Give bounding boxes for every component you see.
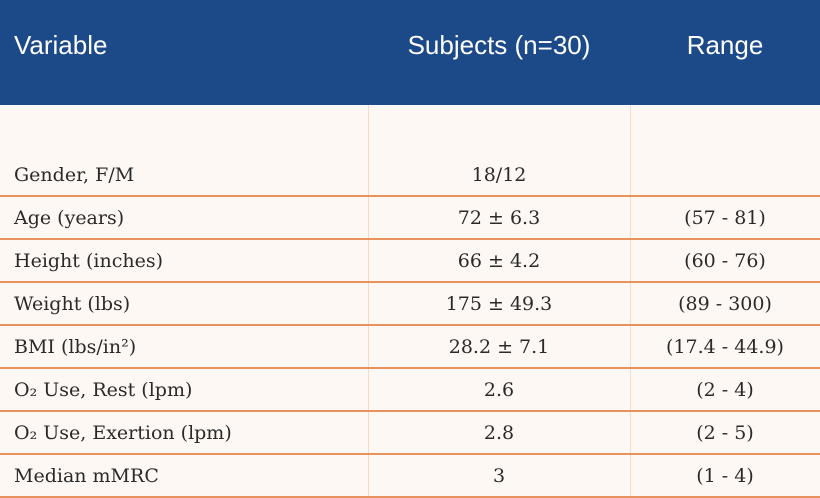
- table-header: Variable Subjects (n=30) Range: [0, 0, 820, 105]
- table-cell: (17.4 - 44.9): [666, 335, 784, 358]
- table-row: O₂ Use, Rest (lpm) 2.6 (2 - 4): [0, 369, 820, 412]
- table-cell: Median mMRC: [14, 464, 159, 487]
- table-row: Age (years) 72 ± 6.3 (57 - 81): [0, 197, 820, 240]
- table-row: Gender, F/M 18/12: [0, 155, 820, 197]
- table-cell: 3: [492, 464, 506, 487]
- table-cell: O₂ Use, Rest (lpm): [14, 378, 193, 401]
- table-cell: Height (inches): [14, 249, 163, 272]
- column-divider: [368, 105, 369, 498]
- table-row: Median mMRC 3 (1 - 4): [0, 455, 820, 498]
- table-row: Height (inches) 66 ± 4.2 (60 - 76): [0, 240, 820, 283]
- table-cell: 72 ± 6.3: [457, 206, 541, 229]
- table-cell: (60 - 76): [684, 249, 766, 272]
- table-cell: 2.6: [483, 378, 515, 401]
- table-cell: O₂ Use, Exertion (lpm): [14, 421, 232, 444]
- table-cell: Weight (lbs): [14, 292, 131, 315]
- table-row: O₂ Use, Exertion (lpm) 2.8 (2 - 5): [0, 412, 820, 455]
- table-cell: 28.2 ± 7.1: [448, 335, 550, 358]
- table-cell: (57 - 81): [684, 206, 766, 229]
- column-divider: [630, 105, 631, 498]
- table-cell: (2 - 5): [696, 421, 754, 444]
- table-cell: (1 - 4): [696, 464, 754, 487]
- header-cell: Subjects (n=30): [407, 30, 591, 60]
- table-cell: 2.8: [483, 421, 515, 444]
- table-cell: (2 - 4): [696, 378, 754, 401]
- table-cell: Gender, F/M: [14, 164, 135, 186]
- table-cell: Age (years): [14, 206, 125, 229]
- table-cell: 175 ± 49.3: [445, 292, 553, 315]
- header-cell: Range: [686, 30, 764, 60]
- table-cell: 18/12: [471, 164, 527, 186]
- table-cell: BMI (lbs/in²): [14, 335, 137, 358]
- table-cell: 66 ± 4.2: [457, 249, 541, 272]
- header-cell: Variable: [14, 30, 108, 60]
- table-row: BMI (lbs/in²) 28.2 ± 7.1 (17.4 - 44.9): [0, 326, 820, 369]
- table-row: Weight (lbs) 175 ± 49.3 (89 - 300): [0, 283, 820, 326]
- table-cell: (89 - 300): [678, 292, 772, 315]
